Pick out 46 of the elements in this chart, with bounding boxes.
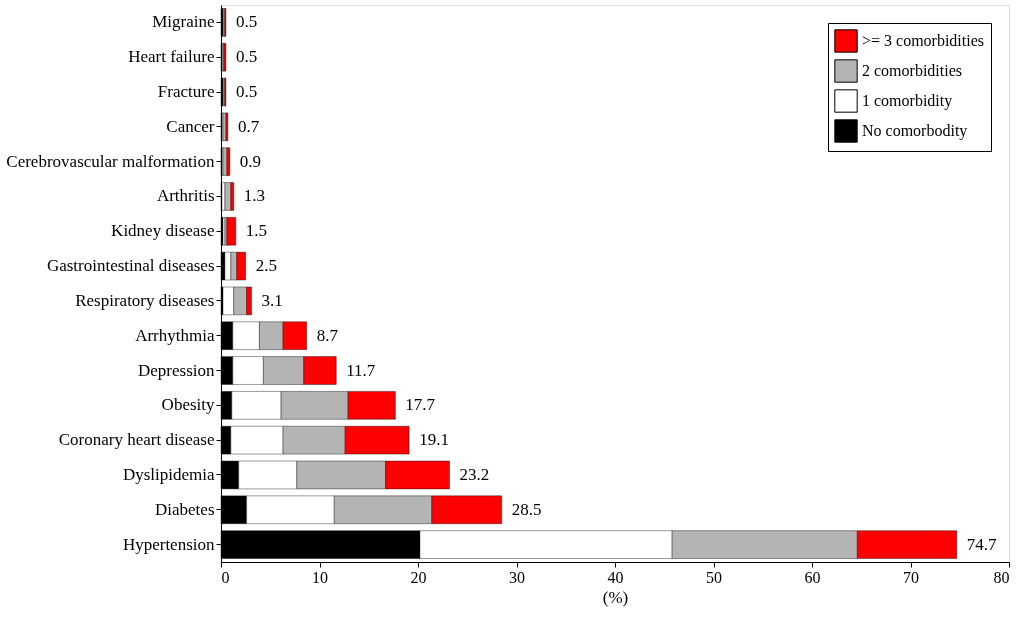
total-label: 23.2 — [459, 464, 490, 484]
y-tick-label: Obesity — [161, 395, 215, 415]
total-label: 0.9 — [239, 151, 262, 171]
y-tick-label: Migraine — [152, 12, 215, 32]
total-label: 1.5 — [245, 221, 268, 241]
x-tick-label: 10 — [312, 568, 328, 586]
x-tick-label: 50 — [706, 568, 722, 586]
x-tick-label: 60 — [804, 568, 821, 586]
total-label: 0.5 — [235, 47, 258, 67]
legend-label: >= 3 comorbidities — [862, 32, 985, 49]
y-tick-label: Hypertension — [122, 534, 215, 554]
x-tick-label: 0 — [221, 568, 230, 586]
x-axis-title: (%) — [602, 587, 629, 607]
y-tick-label: Depression — [138, 360, 215, 380]
legend-label: 2 comorbidities — [862, 62, 962, 79]
y-tick-label: Gastrointestinal diseases — [46, 256, 215, 276]
y-tick-label: Kidney disease — [111, 221, 215, 241]
total-label: 11.7 — [346, 360, 376, 380]
x-tick-label: 80 — [993, 568, 1010, 586]
y-tick-label: Arrhythmia — [135, 325, 215, 345]
y-tick-label: Respiratory diseases — [75, 290, 215, 310]
total-label: 19.1 — [419, 430, 449, 450]
y-tick-label: Diabetes — [155, 499, 215, 519]
total-label: 0.7 — [237, 116, 260, 136]
total-label: 2.5 — [255, 256, 277, 276]
total-label: 8.7 — [316, 325, 339, 345]
y-tick-label: Arthritis — [156, 186, 215, 206]
total-label: 74.7 — [966, 534, 998, 554]
x-tick-label: 20 — [410, 568, 427, 586]
total-label: 0.5 — [235, 82, 258, 102]
legend-label: No comorbodity — [862, 122, 968, 140]
legend-label: 1 comorbidity — [862, 92, 953, 110]
y-tick-label: Cancer — [166, 116, 215, 136]
x-tick-label: 30 — [509, 568, 525, 586]
total-label: 0.5 — [235, 12, 258, 32]
y-tick-label: Dyslipidemia — [122, 464, 215, 484]
y-tick-label: Heart failure — [128, 47, 215, 67]
y-tick-label: Coronary heart disease — [58, 430, 215, 450]
total-label: 28.5 — [511, 499, 542, 519]
y-tick-label: Fracture — [157, 82, 215, 102]
total-label: 1.3 — [243, 186, 266, 206]
y-tick-label: Cerebrovascular malformation — [6, 151, 215, 171]
total-label: 17.7 — [405, 395, 436, 415]
x-tick-label: 40 — [607, 568, 624, 586]
x-tick-label: 70 — [903, 568, 919, 586]
total-label: 3.1 — [261, 290, 283, 310]
